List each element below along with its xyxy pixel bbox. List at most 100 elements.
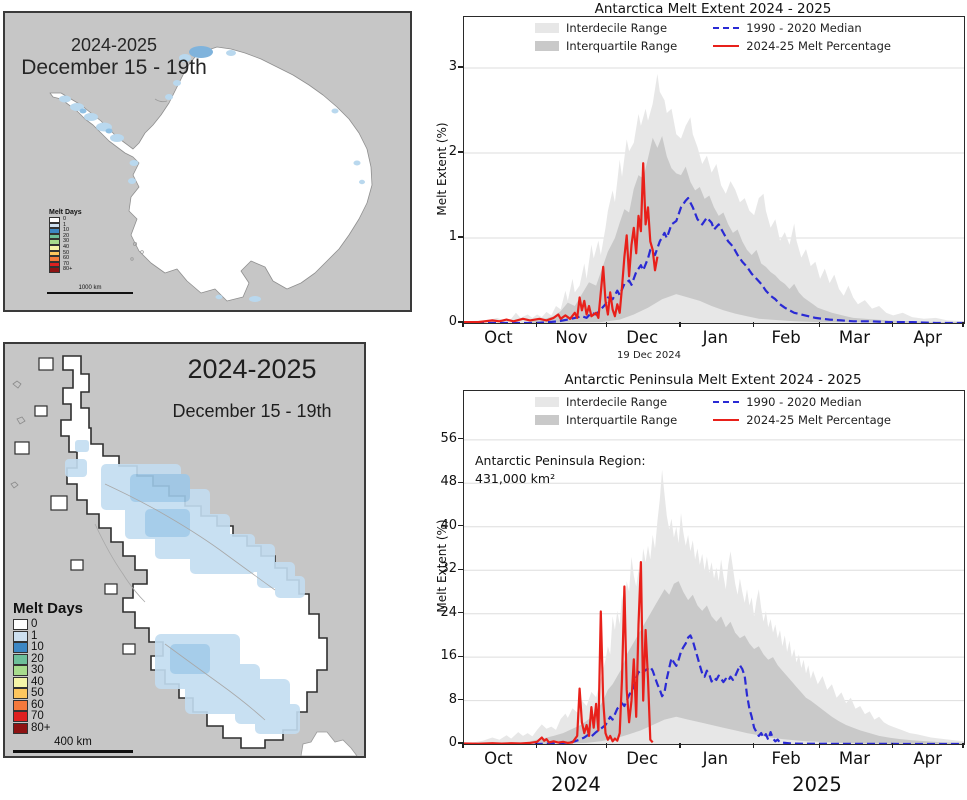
melt-days-swatch-label: 40 [31, 675, 44, 688]
legend-item-median: 1990 - 2020 Median [713, 21, 891, 35]
melt-days-swatch [13, 676, 28, 688]
legend-item-melt-percentage: 2024-25 Melt Percentage [713, 413, 891, 427]
small-islet-contours [10, 380, 26, 489]
melt-days-scale-entry: 1 [49, 222, 82, 229]
scalebar-line [47, 292, 133, 294]
y-tick-label: 0 [448, 314, 457, 329]
y-tick-mark [458, 612, 463, 614]
x-tick-mark [679, 322, 681, 327]
interquartile-swatch [535, 41, 559, 51]
x-tick-mark [891, 322, 893, 327]
melt-days-swatch [13, 711, 28, 723]
y-tick-mark [458, 236, 463, 238]
y-tick-mark [458, 481, 463, 483]
y-tick-label: 48 [440, 474, 457, 490]
mainland-edge [300, 731, 358, 756]
melt-days-scale-entry: 20 [49, 233, 82, 240]
interdecile-swatch [535, 23, 559, 33]
legend-label: Interdecile Range [566, 21, 668, 35]
x-tick-label: Feb [771, 749, 801, 768]
band-interdecile-range [464, 73, 964, 323]
melt-days-swatch [13, 722, 28, 734]
melt-days-swatch [13, 688, 28, 700]
scalebar-label: 400 km [54, 736, 92, 748]
map-date-range-label: December 15 - 19th [172, 401, 332, 421]
melt-days-swatch-label: 70 [63, 260, 70, 267]
map-scalebar: 1000 km [47, 285, 133, 294]
legend-item-interdecile: Interdecile Range [535, 395, 677, 409]
melt-days-swatch-label: 10 [63, 227, 70, 234]
y-tick-label: 24 [440, 604, 457, 620]
melt-days-swatch-label: 40 [63, 244, 70, 251]
scalebar-line [13, 750, 133, 753]
x-tick-mark [535, 743, 537, 748]
melt-days-scale-entry: 10 [13, 641, 83, 654]
y-tick-label: 1 [448, 229, 457, 244]
region-annotation-line2: 431,000 km² [475, 470, 556, 486]
interquartile-swatch [535, 415, 559, 425]
melt-days-swatch [49, 256, 60, 262]
melt-days-scale-entry: 0 [13, 618, 83, 631]
peninsula-map-panel: 2024-2025 December 15 - 19th Melt Days 0… [3, 342, 366, 758]
y-axis-label: Melt Extent (%) [435, 122, 449, 216]
melt-days-color-scale: 0 1 10 20 30 40 50 60 70 80+ [13, 618, 83, 735]
map-season-label: 2024-2025 [70, 35, 158, 55]
x-tick-mark [752, 322, 754, 327]
melt-days-scale-entry: 10 [49, 228, 82, 234]
line-1990---2020-median [534, 634, 964, 744]
antarctica-melt-extent-chart: Antarctica Melt Extent 2024 - 2025 Inter… [433, 0, 967, 368]
x-tick-label: Jan [702, 328, 729, 347]
melt-days-scale-entry: 40 [13, 675, 83, 689]
band-interquartile-range [530, 581, 964, 744]
legend-label: 2024-25 Melt Percentage [746, 413, 891, 427]
line-2024-25-melt-percentage [464, 561, 654, 744]
antarctica-map [49, 46, 373, 302]
melt-days-swatch-label: 60 [31, 698, 44, 711]
antarctica-map-panel: 2024-2025 December 15 - 19th Melt Days 0… [3, 11, 412, 312]
line-2024-25-melt-percentage [464, 162, 659, 323]
y-tick-mark [458, 438, 463, 440]
map-season-label: 2024-2025 [187, 354, 317, 384]
melt-days-swatch [13, 699, 28, 711]
melt-days-swatch [13, 653, 28, 665]
y-tick-mark [458, 568, 463, 570]
melt-days-scale-entry: 60 [49, 256, 82, 262]
band-interdecile-range [464, 469, 964, 744]
x-tick-label: Mar [838, 328, 871, 347]
melt-days-legend-title: Melt Days [13, 600, 84, 617]
peninsula-map-title: 2024-2025 December 15 - 19th [143, 354, 361, 422]
legend-item-interdecile: Interdecile Range [535, 21, 677, 35]
y-tick-mark [458, 66, 463, 68]
y-tick-label: 40 [440, 517, 457, 533]
melt-days-swatch [13, 619, 28, 631]
y-tick-label: 8 [448, 691, 457, 707]
legend-label: Interquartile Range [566, 39, 678, 53]
melt-days-swatch [49, 261, 60, 268]
melt-days-swatch [13, 665, 28, 677]
melt-days-legend: Melt Days 0 1 10 20 30 40 50 60 70 80+ [13, 600, 83, 734]
y-tick-label: 56 [440, 430, 457, 446]
x-tick-label: Mar [838, 749, 871, 768]
melt-days-scale-entry: 30 [49, 239, 82, 245]
melt-days-scale-entry: 80+ [13, 722, 83, 735]
y-tick-label: 3 [448, 59, 457, 74]
melt-days-scale-entry: 30 [13, 664, 83, 677]
melt-days-swatch [49, 244, 60, 251]
melt-days-swatch-label: 80+ [63, 266, 73, 273]
melt-days-swatch [49, 267, 60, 273]
scalebar-label: 1000 km [78, 285, 102, 291]
islet-contours [130, 98, 168, 261]
y-tick-mark [458, 151, 463, 153]
region-annotation-line1: Antarctic Peninsula Region: [475, 453, 646, 468]
melt-days-scale-entry: 50 [49, 250, 82, 257]
x-tick-label: Oct [484, 749, 513, 768]
melt-days-swatch-label: 60 [63, 255, 70, 262]
melt-days-swatch [13, 630, 28, 642]
antarctica-map-title: 2024-2025 December 15 - 19th [5, 35, 223, 80]
y-tick-mark [458, 655, 463, 657]
legend-label: Interdecile Range [566, 395, 668, 409]
x-axis-year-2024: 2024 [551, 773, 601, 796]
y-tick-label: 16 [440, 648, 457, 664]
x-tick-label: Apr [913, 328, 942, 347]
